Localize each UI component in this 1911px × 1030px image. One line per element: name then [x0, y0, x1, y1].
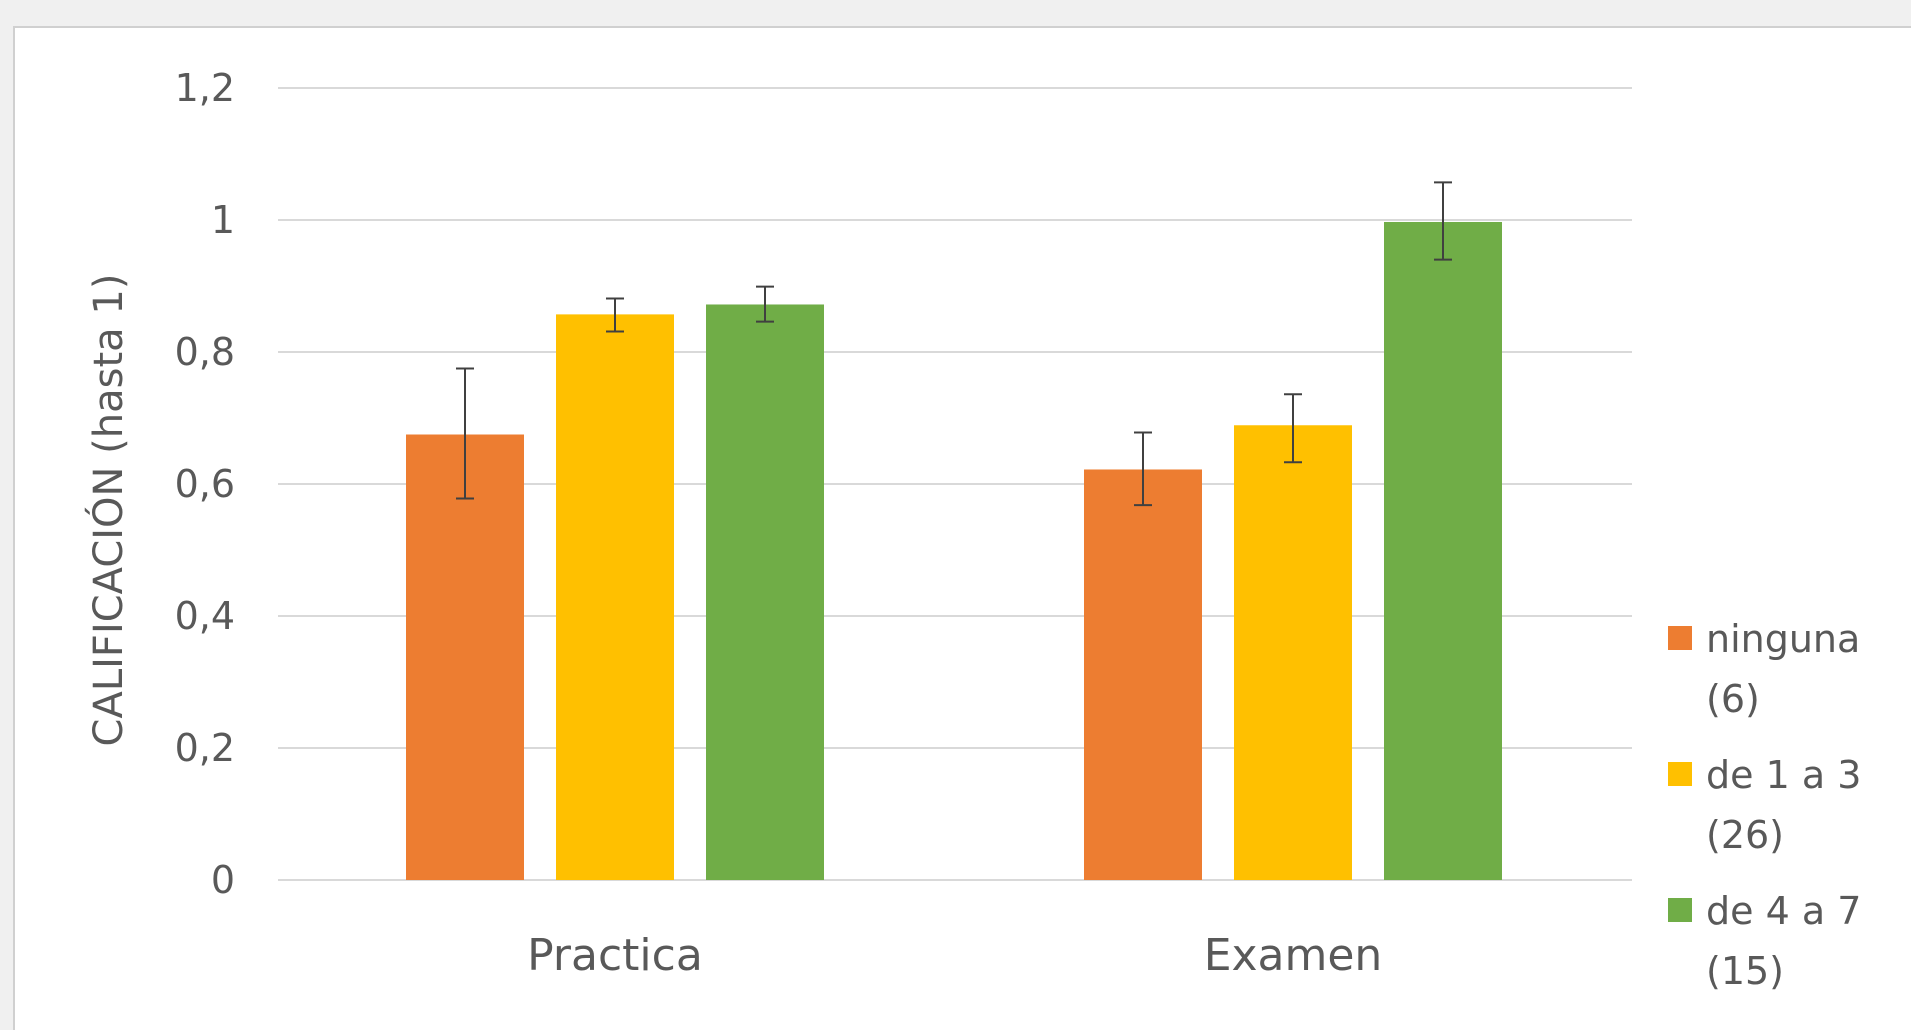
- legend-label: de 4 a 7: [1706, 889, 1861, 933]
- bar-examen-series-3: [1384, 221, 1502, 881]
- bar-practica-series-3: [706, 304, 824, 881]
- legend-swatch: [1668, 762, 1692, 786]
- error-bars: [456, 181, 1452, 507]
- x-axis-labels: Practica Examen: [527, 930, 1382, 981]
- legend: ninguna (6) de 1 a 3 (26) de 4 a 7 (15): [1668, 617, 1861, 993]
- y-tick-label: 0,2: [175, 726, 235, 770]
- legend-swatch: [1668, 898, 1692, 922]
- legend-label: (26): [1706, 813, 1784, 857]
- chart-frame: [13, 26, 1911, 1030]
- y-axis-title: CALIFICACIÓN (hasta 1): [84, 274, 132, 747]
- y-tick-label: 0,6: [175, 462, 235, 506]
- bar-practica-series-2: [556, 314, 674, 880]
- bar-examen-series-1: [1084, 469, 1202, 880]
- y-axis-ticks: 0 0,2 0,4 0,6 0,8 1 1,2: [175, 66, 235, 902]
- legend-label: de 1 a 3: [1706, 753, 1861, 797]
- x-category-label: Practica: [527, 930, 703, 981]
- bar-examen-series-2: [1234, 425, 1352, 880]
- legend-label: (6): [1706, 677, 1760, 721]
- y-tick-label: 0,4: [175, 594, 235, 638]
- y-tick-label: 1: [211, 198, 235, 242]
- bars: [406, 221, 1502, 881]
- x-category-label: Examen: [1204, 930, 1383, 981]
- bar-practica-series-1: [406, 434, 524, 880]
- legend-swatch: [1668, 626, 1692, 650]
- legend-label: (15): [1706, 949, 1784, 993]
- legend-label: ninguna: [1706, 617, 1860, 661]
- y-tick-label: 1,2: [175, 66, 235, 110]
- y-tick-label: 0: [211, 858, 235, 902]
- y-tick-label: 0,8: [175, 330, 235, 374]
